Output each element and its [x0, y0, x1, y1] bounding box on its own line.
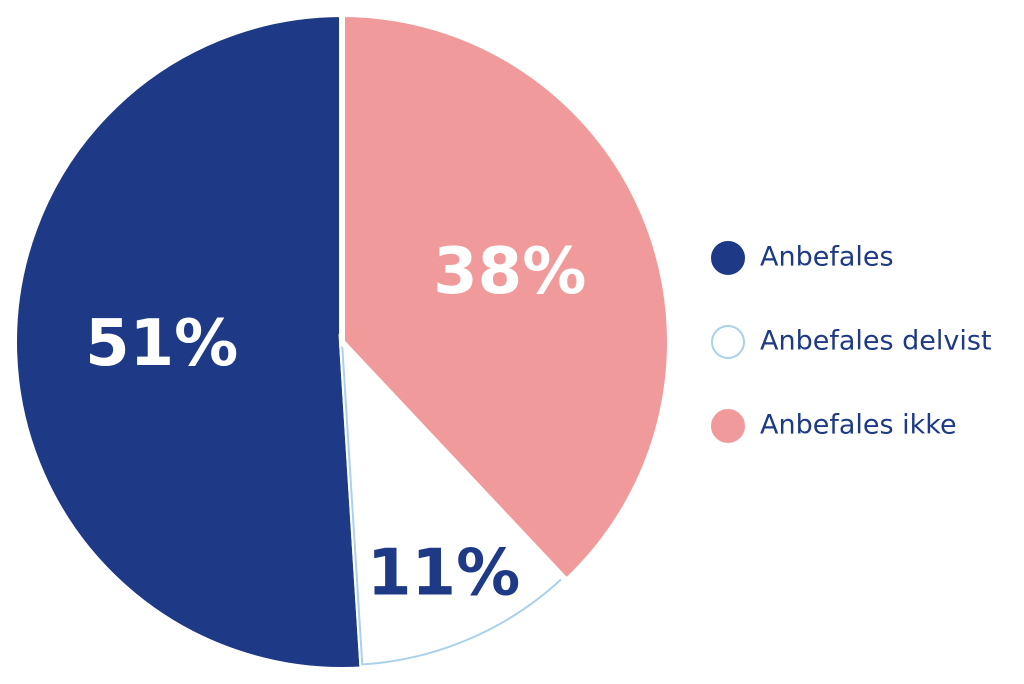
legend-swatch — [711, 409, 745, 443]
value-label: 51% — [85, 307, 238, 381]
legend-label: Anbefales — [760, 242, 894, 273]
pie-slice — [338, 333, 571, 673]
value-label: 11% — [367, 536, 520, 610]
legend-swatch — [711, 325, 745, 359]
legend-label: Anbefales ikke — [760, 410, 957, 441]
pie-slice — [11, 10, 366, 673]
value-label: 38% — [433, 235, 586, 309]
pie-slice — [339, 10, 673, 586]
legend-label: Anbefales delvist — [760, 326, 992, 357]
legend-swatch — [711, 241, 745, 275]
pie-slice-outline — [340, 339, 565, 666]
